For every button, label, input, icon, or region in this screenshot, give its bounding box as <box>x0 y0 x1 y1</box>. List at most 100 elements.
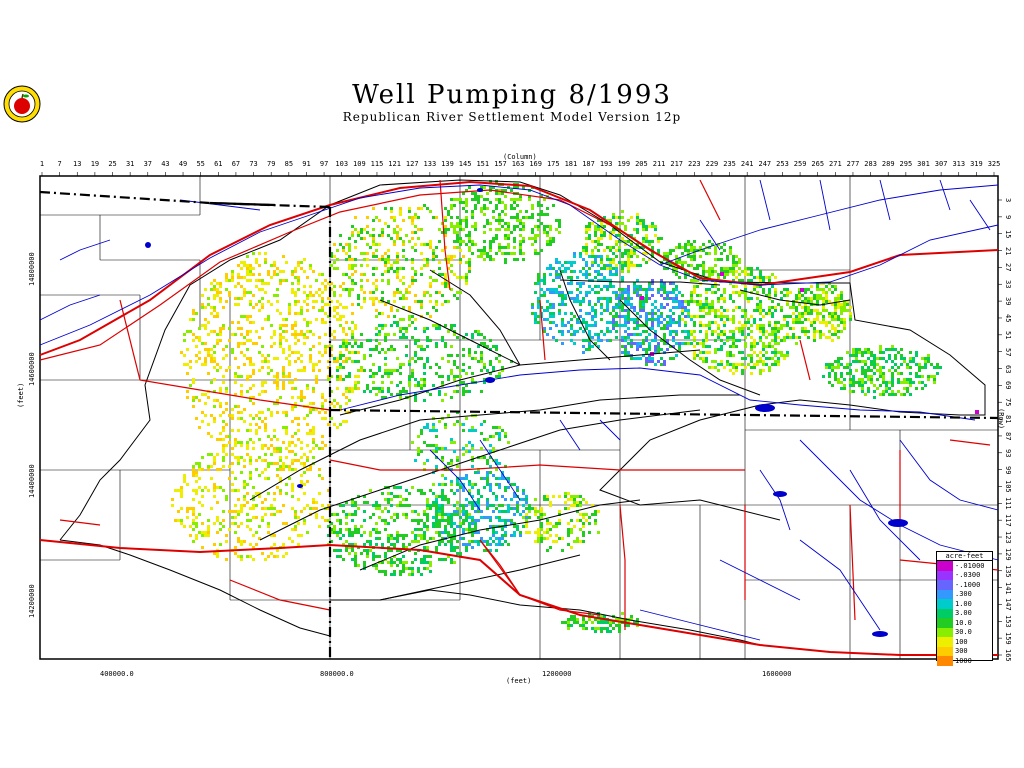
agency-logo <box>2 84 42 124</box>
row-tick-label: 39 <box>1004 297 1012 306</box>
column-tick-label: 61 <box>214 160 223 168</box>
legend-label: -.01000 <box>955 561 985 570</box>
column-tick-label: 157 <box>494 160 507 168</box>
column-tick-label: 313 <box>952 160 966 168</box>
column-tick-label: 7 <box>57 160 62 168</box>
column-tick-label: 325 <box>987 160 1001 168</box>
column-tick-label: 115 <box>370 160 384 168</box>
row-tick-label: 33 <box>1004 280 1012 289</box>
column-tick-label: 235 <box>723 160 736 168</box>
legend-title: acre-feet <box>937 552 992 561</box>
row-tick-label: 75 <box>1004 398 1012 407</box>
column-tick-label: 181 <box>564 160 578 168</box>
legend-swatch <box>937 656 953 666</box>
legend-swatch <box>937 580 953 590</box>
row-tick-label: 45 <box>1004 313 1012 323</box>
row-tick-label: 81 <box>1004 415 1012 424</box>
row-tick-label: 51 <box>1004 330 1012 340</box>
legend-label: -.1000 <box>955 580 981 589</box>
column-tick-label: 43 <box>161 160 170 168</box>
y-axis-label: (feet) <box>17 382 25 408</box>
column-tick-label: 13 <box>73 160 82 168</box>
column-tick-label: 289 <box>881 160 895 168</box>
column-tick-label: 187 <box>582 160 595 168</box>
row-tick-label: 63 <box>1004 364 1012 373</box>
model-boundary <box>59 179 986 646</box>
column-tick-label: 31 <box>125 160 135 168</box>
column-tick-label: 223 <box>687 160 701 168</box>
legend-item: 10.0 <box>937 618 992 628</box>
legend-label: -.0300 <box>955 571 981 580</box>
column-tick-label: 319 <box>970 160 983 168</box>
legend-label: 100 <box>955 637 968 646</box>
legend-swatch <box>937 570 953 580</box>
row-tick-label: 129 <box>1004 547 1012 561</box>
row-tick-label: 159 <box>1004 632 1012 645</box>
column-tick-label: 73 <box>249 160 258 168</box>
column-tick-label: 259 <box>793 160 807 168</box>
row-tick-label: 123 <box>1004 531 1012 544</box>
column-tick-label: 103 <box>335 160 349 168</box>
legend-label: 300 <box>955 647 968 656</box>
x-tick-label: 1600000 <box>762 670 792 678</box>
y-tick-label: 14400000 <box>28 464 36 498</box>
column-tick-label: 277 <box>846 160 860 168</box>
column-tick-label: 169 <box>529 160 542 168</box>
x-tick-label: 400000.0 <box>100 670 134 678</box>
column-tick-label: 193 <box>599 160 613 168</box>
column-tick-label: 175 <box>546 160 560 168</box>
column-tick-label: 265 <box>811 160 825 168</box>
y-tick-label: 14200000 <box>28 584 36 618</box>
column-tick-label: 163 <box>511 160 525 168</box>
map-subtitle: Republican River Settlement Model Versio… <box>342 110 682 124</box>
row-tick-label: 111 <box>1004 497 1012 510</box>
legend-items: -.01000 -.0300 -.1000.300 1.00 3.00 10.0 30.0 1… <box>937 561 992 666</box>
column-tick-label: 97 <box>319 160 329 168</box>
column-tick-label: 19 <box>90 160 100 168</box>
legend-swatch <box>937 589 953 599</box>
legend: acre-feet -.01000 -.0300 -.1000.300 1.00 3.0… <box>936 551 993 666</box>
x-tick-label: 1200000 <box>542 670 572 678</box>
x-tick-label: 800000.0 <box>320 670 354 678</box>
roads <box>39 179 999 656</box>
legend-item: 100 <box>937 637 992 647</box>
row-tick-label: 93 <box>1004 448 1012 458</box>
column-tick-label: 145 <box>458 160 472 168</box>
legend-swatch <box>937 561 953 571</box>
column-tick-label: 229 <box>705 160 719 168</box>
legend-swatch <box>937 618 953 628</box>
column-tick-label: 85 <box>284 160 294 168</box>
column-tick-label: 37 <box>143 160 152 168</box>
legend-item: -.1000 <box>937 580 992 590</box>
row-tick-label: 57 <box>1004 347 1012 357</box>
x-axis-label: (feet) <box>506 677 532 685</box>
row-tick-label: 87 <box>1004 431 1012 441</box>
row-tick-label: 21 <box>1004 246 1012 255</box>
y-tick-label: 14600000 <box>28 352 36 386</box>
legend-label: 10.0 <box>955 618 972 627</box>
column-tick-label: 55 <box>196 160 205 168</box>
legend-item: 30.0 <box>937 627 992 637</box>
column-tick-label: 307 <box>934 160 948 168</box>
column-tick-label: 271 <box>829 160 842 168</box>
row-tick-label: 15 <box>1004 229 1012 239</box>
legend-item: 1.00 <box>937 599 992 609</box>
column-tick-label: 205 <box>635 160 648 168</box>
row-tick-marks <box>998 199 1002 656</box>
legend-label: .300 <box>955 590 972 599</box>
column-tick-label: 217 <box>670 160 684 168</box>
column-tick-label: 127 <box>405 160 419 168</box>
legend-item: 3.00 <box>937 608 992 618</box>
legend-swatch <box>937 637 953 647</box>
legend-item: 1000 <box>937 656 992 666</box>
map-title: Well Pumping 8/1993 <box>352 80 672 110</box>
row-tick-label: 165 <box>1004 649 1012 662</box>
column-tick-label: 283 <box>864 160 877 168</box>
column-tick-label: 211 <box>652 160 666 168</box>
column-tick-label: 25 <box>108 160 117 168</box>
column-tick-label: 295 <box>899 160 913 168</box>
legend-swatch <box>937 627 953 637</box>
row-tick-label: 99 <box>1004 465 1012 475</box>
row-tick-label: 117 <box>1004 514 1012 527</box>
